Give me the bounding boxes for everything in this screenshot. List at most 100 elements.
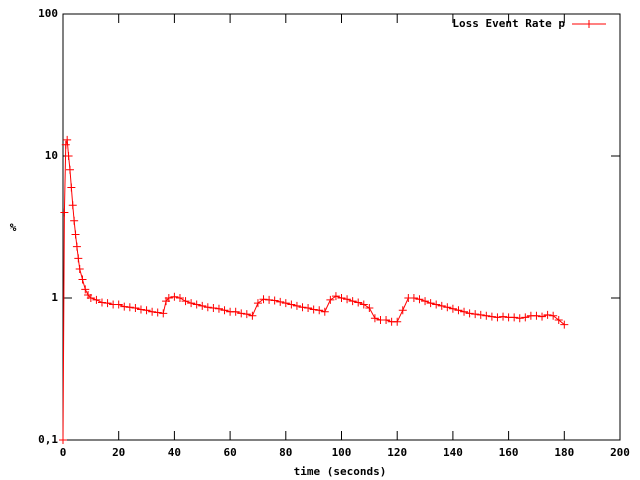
point-marker bbox=[175, 294, 184, 302]
point-marker bbox=[120, 302, 129, 311]
point-marker bbox=[354, 298, 363, 307]
x-tick-label: 140 bbox=[443, 446, 463, 459]
point-marker bbox=[72, 242, 81, 251]
point-marker bbox=[164, 294, 173, 302]
point-marker bbox=[432, 300, 441, 309]
point-marker bbox=[487, 312, 496, 321]
point-marker bbox=[65, 165, 74, 174]
point-marker bbox=[538, 312, 547, 321]
point-marker bbox=[153, 308, 162, 317]
point-marker bbox=[159, 309, 168, 318]
point-marker bbox=[265, 295, 274, 304]
point-marker bbox=[74, 254, 83, 263]
point-marker bbox=[131, 304, 140, 313]
point-marker bbox=[242, 310, 251, 319]
point-marker bbox=[515, 314, 524, 323]
point-marker bbox=[67, 183, 76, 192]
point-marker bbox=[142, 306, 151, 315]
legend-swatch-marker bbox=[585, 20, 593, 28]
point-marker bbox=[136, 305, 145, 314]
x-axis-label: time (seconds) bbox=[294, 465, 387, 478]
point-marker bbox=[343, 295, 352, 304]
point-marker bbox=[148, 307, 157, 316]
point-marker bbox=[70, 216, 79, 225]
x-tick-label: 200 bbox=[610, 446, 630, 459]
point-marker bbox=[68, 201, 77, 210]
point-marker bbox=[398, 306, 407, 315]
point-marker bbox=[482, 311, 491, 320]
point-marker bbox=[81, 285, 90, 294]
point-marker bbox=[276, 297, 285, 306]
x-tick-label: 100 bbox=[332, 446, 352, 459]
y-tick-label: 10 bbox=[45, 149, 58, 162]
point-marker bbox=[326, 295, 335, 304]
point-marker bbox=[187, 299, 196, 308]
point-marker bbox=[382, 315, 391, 324]
point-marker bbox=[370, 314, 379, 323]
point-marker bbox=[170, 292, 179, 301]
x-tick-label: 160 bbox=[499, 446, 519, 459]
point-marker bbox=[554, 315, 563, 324]
point-marker bbox=[192, 300, 201, 309]
point-marker bbox=[471, 310, 480, 319]
point-marker bbox=[287, 300, 296, 309]
point-marker bbox=[499, 312, 508, 321]
point-marker bbox=[359, 300, 368, 309]
point-marker bbox=[259, 295, 268, 304]
x-tick-label: 80 bbox=[279, 446, 292, 459]
point-marker bbox=[248, 311, 257, 320]
point-marker bbox=[493, 313, 502, 322]
point-marker bbox=[209, 304, 218, 313]
point-marker bbox=[78, 275, 87, 284]
x-tick-label: 180 bbox=[554, 446, 574, 459]
point-marker bbox=[510, 313, 519, 322]
legend-label: Loss Event Rate p bbox=[452, 17, 565, 30]
point-marker bbox=[86, 294, 95, 302]
point-marker bbox=[549, 311, 558, 320]
point-marker bbox=[337, 294, 346, 302]
point-marker bbox=[237, 309, 246, 318]
point-marker bbox=[454, 306, 463, 315]
point-marker bbox=[560, 320, 569, 329]
point-marker bbox=[415, 295, 424, 304]
point-marker bbox=[409, 294, 418, 302]
point-marker bbox=[63, 135, 72, 144]
x-tick-label: 60 bbox=[223, 446, 236, 459]
point-marker bbox=[220, 306, 229, 315]
point-marker bbox=[64, 152, 73, 160]
point-marker bbox=[543, 310, 552, 319]
point-marker bbox=[476, 310, 485, 319]
point-marker bbox=[320, 307, 329, 316]
x-tick-label: 120 bbox=[387, 446, 407, 459]
point-marker bbox=[281, 299, 290, 308]
point-marker bbox=[60, 208, 69, 217]
point-marker bbox=[75, 265, 84, 274]
point-marker bbox=[437, 301, 446, 310]
point-marker bbox=[309, 305, 318, 314]
point-marker bbox=[298, 303, 307, 312]
point-marker bbox=[304, 304, 313, 313]
point-marker bbox=[270, 296, 279, 305]
point-marker bbox=[426, 299, 435, 308]
point-marker bbox=[59, 436, 67, 444]
x-tick-label: 20 bbox=[112, 446, 125, 459]
point-marker bbox=[198, 301, 207, 310]
point-marker bbox=[181, 297, 190, 306]
point-marker bbox=[448, 304, 457, 313]
y-tick-label: 0,1 bbox=[38, 433, 58, 446]
y-tick-label: 100 bbox=[38, 7, 58, 20]
point-marker bbox=[103, 299, 112, 308]
point-marker bbox=[203, 303, 212, 312]
point-marker bbox=[532, 311, 541, 320]
point-marker bbox=[231, 307, 240, 316]
point-marker bbox=[97, 298, 106, 307]
point-marker bbox=[292, 301, 301, 310]
point-marker bbox=[125, 303, 134, 312]
point-marker bbox=[348, 297, 357, 306]
point-marker bbox=[61, 140, 70, 149]
point-marker bbox=[365, 304, 374, 313]
point-marker bbox=[92, 295, 101, 304]
